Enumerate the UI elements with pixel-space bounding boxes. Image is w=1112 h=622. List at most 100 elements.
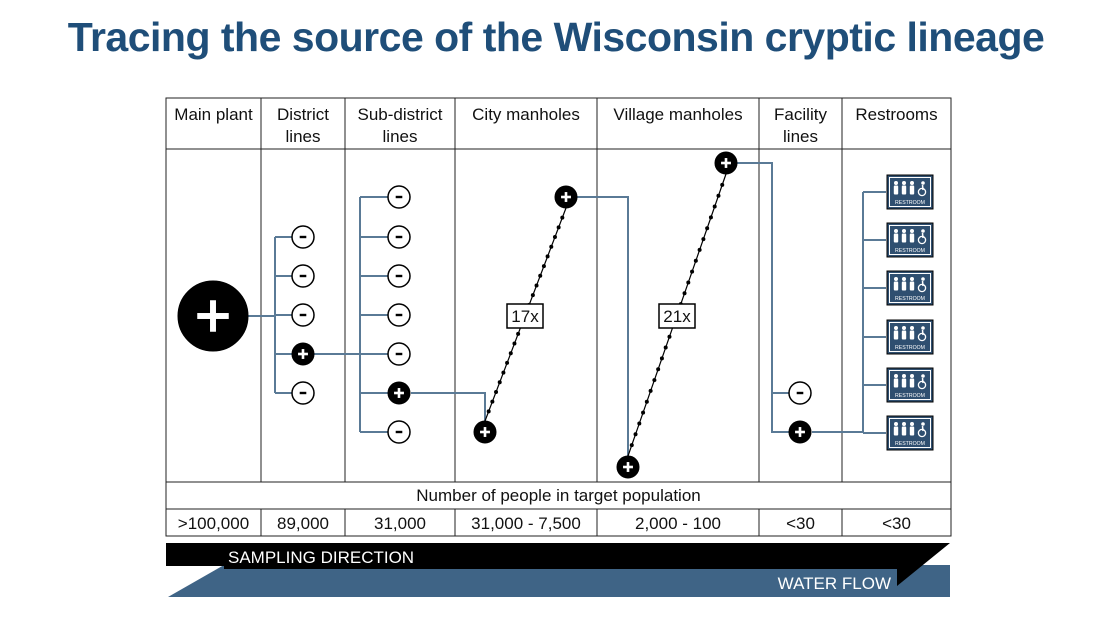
measurement-dot — [545, 254, 550, 259]
measurement-dot — [490, 399, 495, 404]
population-value-6: <30 — [882, 514, 911, 533]
measurement-dot — [633, 432, 638, 437]
wheelchair-icon-head — [921, 326, 925, 330]
column-header-5: Facility — [774, 105, 827, 124]
wheelchair-icon-wheel — [917, 187, 927, 197]
measurement-dot — [641, 410, 646, 415]
plus-icon-bar — [210, 300, 216, 332]
district-line-node: - — [291, 264, 315, 288]
measurement-dot — [629, 443, 634, 448]
district-line-node: - — [291, 381, 315, 405]
measurement-dot — [508, 351, 513, 356]
person-icon-body — [901, 185, 907, 195]
measurement-dot — [659, 356, 664, 361]
water-flow-arrow — [168, 565, 950, 597]
population-value-0: >100,000 — [178, 514, 249, 533]
minus-icon-bar — [299, 313, 307, 317]
plus-icon-bar — [301, 349, 305, 359]
measurement-dot — [497, 380, 502, 385]
city-manhole-node: + — [554, 185, 578, 209]
person-icon-body — [893, 185, 899, 195]
measurement-dot — [552, 235, 557, 240]
measurement-dot — [663, 345, 668, 350]
village-manhole-node: + — [616, 455, 640, 479]
plus-icon-bar — [397, 388, 401, 398]
measurement-dot — [720, 182, 725, 187]
column-header-2: lines — [383, 127, 418, 146]
measurement-dot — [686, 280, 691, 285]
person-icon-head — [910, 181, 914, 185]
wheelchair-icon-head — [921, 181, 925, 185]
minus-icon-bar — [395, 274, 403, 278]
person-icon-body — [909, 330, 915, 340]
measurement-dot — [512, 341, 517, 346]
fold-change-village: 21x — [658, 303, 696, 329]
fold-change-box — [658, 303, 696, 329]
measurement-dot — [652, 378, 657, 383]
person-icon-body — [901, 281, 907, 291]
population-value-3: 31,000 - 7,500 — [471, 514, 581, 533]
restroom-sign-frame — [889, 273, 931, 303]
wheelchair-icon-head — [921, 374, 925, 378]
person-icon-head — [894, 277, 898, 281]
restroom-sign-frame — [889, 177, 931, 207]
wheelchair-icon-head — [921, 422, 925, 426]
column-header-5: lines — [783, 127, 818, 146]
measurement-dot — [648, 388, 653, 393]
person-icon-head — [894, 326, 898, 330]
minus-icon-bar — [796, 391, 804, 395]
person-icon-head — [894, 229, 898, 233]
restroom-sign-icon: RESTROOM — [886, 270, 934, 306]
person-icon-body — [909, 281, 915, 291]
column-header-1: lines — [286, 127, 321, 146]
wheelchair-icon-body — [921, 425, 924, 432]
person-icon-body — [893, 233, 899, 243]
wheelchair-icon-wheel — [917, 380, 927, 390]
person-icon-head — [910, 422, 914, 426]
facility-line-node: + — [788, 420, 812, 444]
person-icon-head — [894, 422, 898, 426]
population-value-1: 89,000 — [277, 514, 329, 533]
measurement-dot — [556, 225, 561, 230]
person-icon-body — [893, 378, 899, 388]
village-to-facility-connector — [737, 162, 789, 433]
column-header-3: City manholes — [472, 105, 580, 124]
measurement-dot — [560, 215, 565, 220]
wheelchair-icon-body — [921, 280, 924, 287]
measurement-dot — [637, 421, 642, 426]
subdistrict-line-node: - — [387, 303, 411, 327]
measurement-dot — [667, 334, 672, 339]
person-icon-body — [901, 426, 907, 436]
person-icon-head — [902, 422, 906, 426]
population-row-label: Number of people in target population — [416, 486, 700, 505]
page-title: Tracing the source of the Wisconsin cryp… — [67, 14, 1045, 60]
person-icon-body — [893, 281, 899, 291]
person-icon-head — [902, 374, 906, 378]
restroom-sign-icon: RESTROOM — [886, 174, 934, 210]
wheelchair-icon-head — [921, 229, 925, 233]
restroom-sign-frame — [889, 322, 931, 352]
measurement-dot — [682, 291, 687, 296]
restroom-sign-label: RESTROOM — [895, 248, 925, 254]
wheelchair-icon-head — [921, 277, 925, 281]
column-header-6: Restrooms — [855, 105, 937, 124]
district-line-node: + — [291, 342, 315, 366]
subdistrict-line-node: - — [387, 420, 411, 444]
measurement-dot — [697, 247, 702, 252]
minus-icon-bar — [395, 195, 403, 199]
wheelchair-icon-body — [921, 329, 924, 336]
sampling-direction-arrow — [166, 543, 950, 586]
person-icon-body — [901, 378, 907, 388]
measurement-dot — [656, 367, 661, 372]
person-icon-head — [902, 181, 906, 185]
person-icon-body — [893, 330, 899, 340]
restroom-sign-icon: RESTROOM — [886, 222, 934, 258]
wheelchair-icon-wheel — [917, 235, 927, 245]
wheelchair-icon-body — [921, 184, 924, 191]
restroom-sign-icon: RESTROOM — [886, 319, 934, 355]
measurement-dot — [705, 226, 710, 231]
person-icon-head — [910, 374, 914, 378]
person-icon-head — [902, 326, 906, 330]
fold-change-label: 21x — [663, 307, 691, 326]
